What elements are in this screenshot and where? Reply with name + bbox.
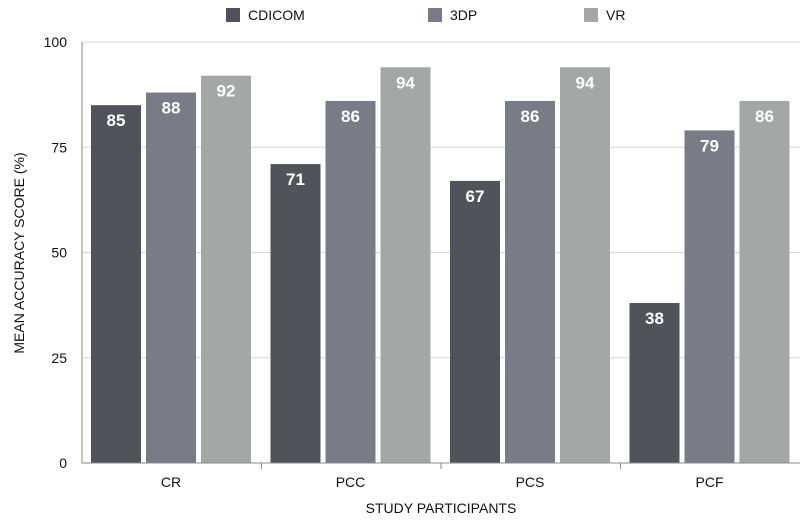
bar-3dp-pcs [505, 100, 555, 463]
data-label: 71 [286, 170, 305, 189]
data-label: 86 [521, 107, 540, 126]
y-tick-label: 0 [59, 455, 67, 471]
bar-3dp-pcf [684, 130, 735, 463]
data-label: 79 [700, 136, 719, 155]
bar-cdicom-cr [91, 105, 141, 464]
legend-label-cdicom: CDICOM [248, 7, 305, 23]
x-axis-title: STUDY PARTICIPANTS [366, 500, 517, 516]
data-label: 88 [162, 99, 181, 118]
bar-3dp-cr [146, 92, 196, 464]
data-label: 86 [341, 107, 360, 126]
data-label: 86 [755, 107, 774, 126]
x-tick-label: CR [161, 474, 181, 490]
y-axis-title: MEAN ACCURACY SCORE (%) [11, 152, 27, 353]
data-label: 67 [466, 187, 485, 206]
y-tick-label: 100 [44, 34, 68, 50]
y-tick-label: 50 [51, 245, 67, 261]
bar-vr-pcf [739, 100, 790, 463]
bar-cdicom-pcf [629, 303, 680, 463]
data-label: 94 [396, 73, 415, 92]
bar-vr-pcc [380, 67, 431, 463]
bar-vr-pcs [560, 67, 610, 463]
data-label: 94 [576, 73, 595, 92]
bars: 85 88 92 71 86 94 67 86 94 38 79 86 [91, 67, 790, 464]
x-tick-label: PCF [696, 474, 724, 490]
legend-swatch-3dp [428, 8, 442, 22]
x-tick-label: PCS [516, 474, 545, 490]
legend-swatch-vr [584, 8, 598, 22]
axes: 0 25 50 75 100 CR PCC PCS PCF [44, 34, 800, 490]
y-tick-label: 25 [51, 350, 67, 366]
data-label: 85 [107, 111, 126, 130]
bar-cdicom-pcs [450, 180, 500, 463]
legend-label-vr: VR [606, 7, 625, 23]
bar-3dp-pcc [325, 100, 376, 463]
legend-label-3dp: 3DP [450, 7, 477, 23]
x-tick-label: PCC [336, 474, 366, 490]
y-tick-label: 75 [51, 139, 67, 155]
data-label: 92 [217, 82, 236, 101]
legend-swatch-cdicom [226, 8, 240, 22]
bar-vr-cr [201, 75, 251, 464]
bar-cdicom-pcc [270, 164, 321, 463]
data-label: 38 [645, 309, 664, 328]
legend: CDICOM 3DP VR [226, 7, 625, 23]
